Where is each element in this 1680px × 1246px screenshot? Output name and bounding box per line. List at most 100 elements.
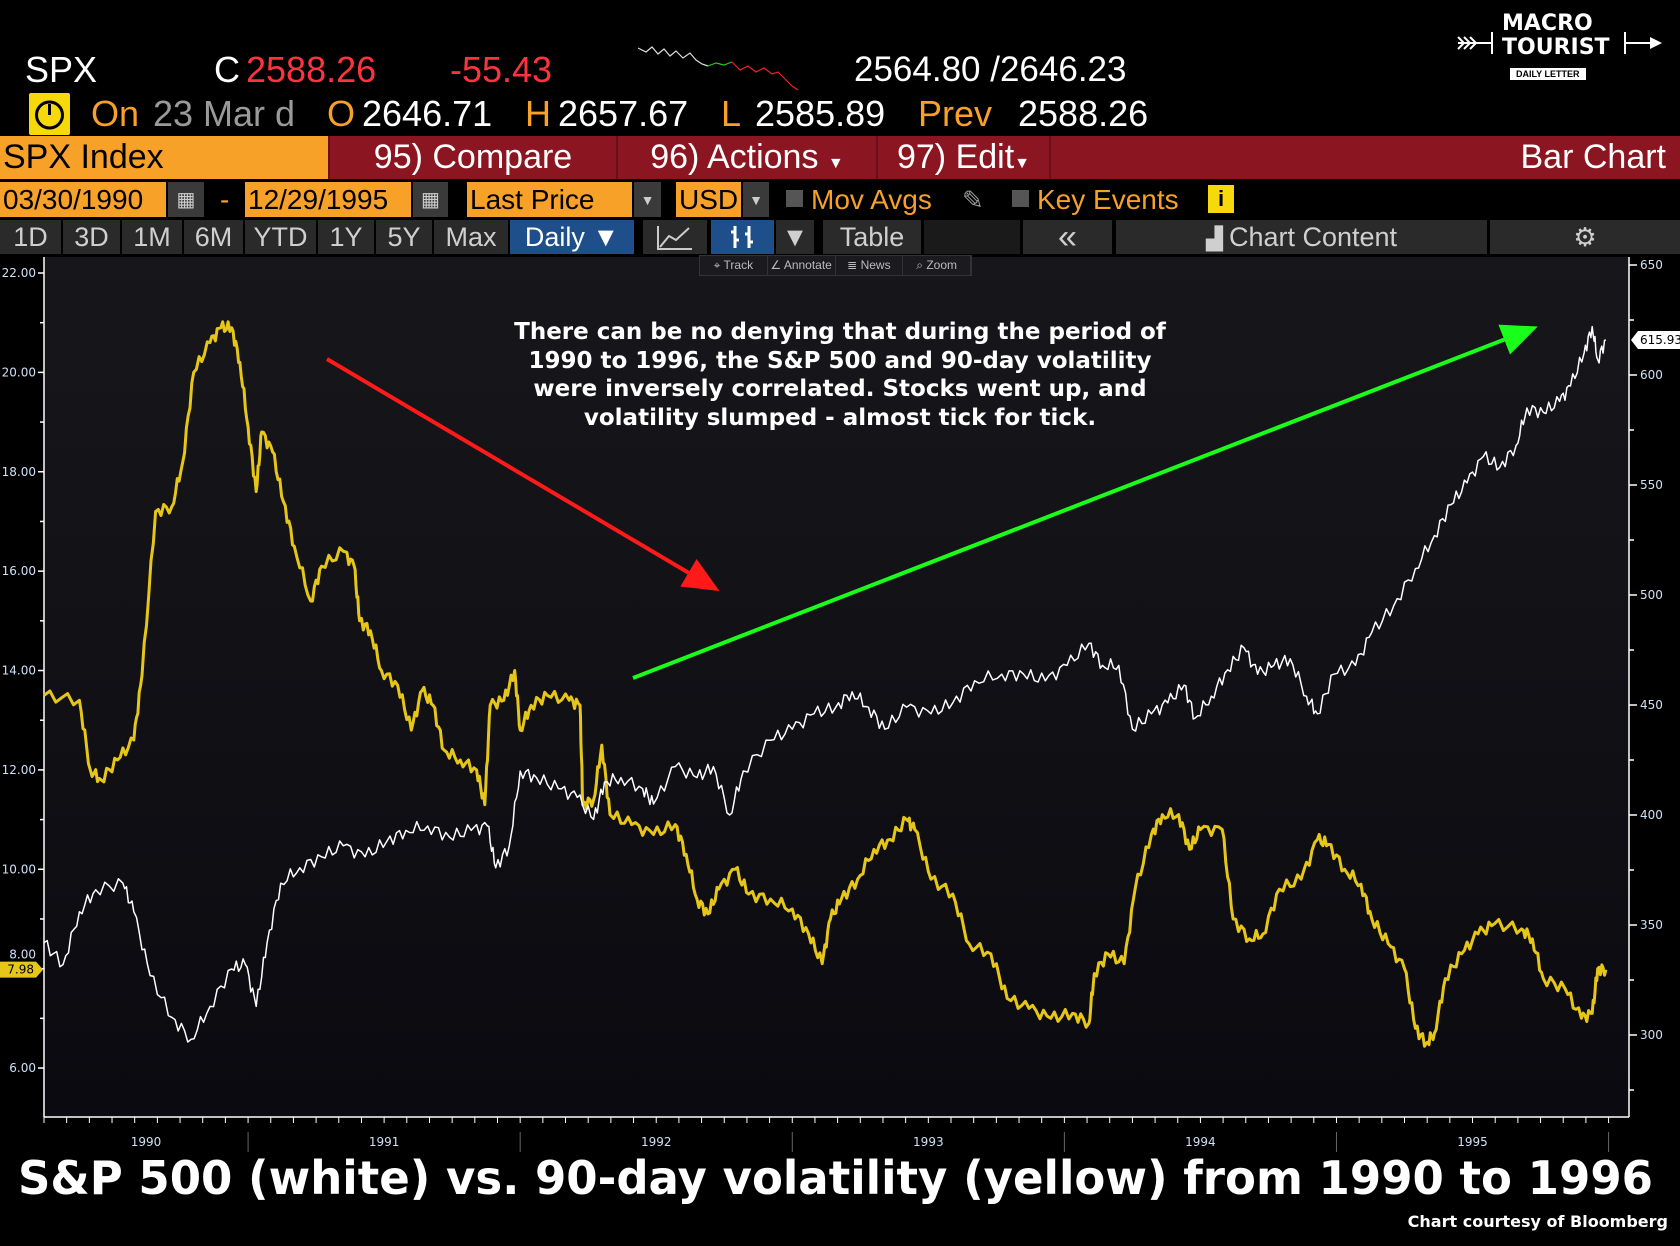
macro-tourist-logo: MACRO TOURIST DAILY LETTER xyxy=(1450,10,1670,90)
right-last-value: 615.93 xyxy=(1640,333,1680,347)
period-1m[interactable]: 1M xyxy=(122,220,182,254)
chart-annotation: There can be no denying that during the … xyxy=(514,319,1166,431)
left-last-value-tag xyxy=(0,961,43,978)
x-axis-label: 1995 xyxy=(1457,1135,1488,1149)
field-select[interactable]: Last Price xyxy=(467,182,632,217)
close-prefix: C xyxy=(214,49,240,90)
volatility-line xyxy=(43,320,1608,1048)
left-axis-label: 12.00 xyxy=(2,763,36,777)
day-range: 2564.80 /2646.23 xyxy=(854,50,1127,89)
high-value: 2657.67 xyxy=(558,93,689,134)
left-axis-label: 6.00 xyxy=(9,1061,36,1075)
right-axis-label: 650 xyxy=(1640,258,1663,272)
security-field[interactable]: SPX Index xyxy=(0,136,330,179)
red-down-arrow xyxy=(325,357,720,592)
date-separator: - xyxy=(220,184,230,215)
menu-bar: SPX Index 95) Compare 96) Actions ▼ 97) … xyxy=(0,136,1680,179)
right-axis-label: 450 xyxy=(1640,698,1663,712)
prev-label: Prev xyxy=(918,93,993,134)
chart-style-dropdown[interactable]: ▼ xyxy=(776,220,814,254)
x-axis-label: 1992 xyxy=(641,1135,672,1149)
chart-mini-toolbar: ⌖ Track ∠ Annotate ≣ News ⌕ Zoom xyxy=(699,255,972,276)
currency-dropdown-arrow-icon[interactable]: ▼ xyxy=(743,182,769,217)
period-5y[interactable]: 5Y xyxy=(376,220,432,254)
quote-date: 23 Mar d xyxy=(153,93,296,134)
low-value: 2585.89 xyxy=(755,93,886,134)
key-events-checkbox[interactable] xyxy=(1012,190,1029,207)
actions-label: 96) Actions xyxy=(650,138,819,176)
line-chart-icon[interactable] xyxy=(643,220,707,254)
right-axis-label: 300 xyxy=(1640,1028,1663,1042)
news-label: News xyxy=(860,258,891,272)
track-label: Track xyxy=(723,258,754,272)
left-axis-label: 10.00 xyxy=(2,862,36,876)
period-6m[interactable]: 6M xyxy=(184,220,243,254)
ticker: SPX xyxy=(25,49,98,90)
x-axis-label: 1991 xyxy=(369,1135,400,1149)
end-date-input[interactable]: 12/29/1995 xyxy=(245,182,411,217)
left-axis-label: 22.00 xyxy=(2,266,36,280)
green-up-arrow xyxy=(632,324,1538,680)
left-axis-label: 14.00 xyxy=(2,664,36,678)
table-button[interactable]: Table xyxy=(823,220,921,254)
calendar-icon[interactable]: ▦ xyxy=(168,182,204,217)
chart-type-label: Bar Chart xyxy=(1520,138,1667,176)
period-1d[interactable]: 1D xyxy=(0,220,61,254)
toolbar-spacer xyxy=(924,220,1020,254)
currency-select[interactable]: USD xyxy=(676,182,741,217)
open-value: 2646.71 xyxy=(362,93,493,134)
left-axis-label: 20.00 xyxy=(2,365,36,379)
left-axis-label: 8.00 xyxy=(9,948,36,962)
pencil-icon[interactable]: ✎ xyxy=(962,185,984,215)
period-ytd[interactable]: YTD xyxy=(245,220,316,254)
logo-tagline: DAILY LETTER xyxy=(1510,68,1586,80)
left-axis-label: 18.00 xyxy=(2,465,36,479)
spx-line xyxy=(43,325,1607,1043)
prev-value: 2588.26 xyxy=(1018,93,1149,134)
right-axis-label: 400 xyxy=(1640,808,1663,822)
x-axis-label: 1994 xyxy=(1185,1135,1216,1149)
chart-content-button[interactable]: ▟ Chart Content xyxy=(1116,220,1487,254)
track-tool[interactable]: ⌖ Track xyxy=(700,256,768,275)
chevron-down-icon: ▼ xyxy=(827,155,844,172)
gear-icon[interactable]: ⚙ xyxy=(1490,220,1680,254)
chart-credit: Chart courtesy of Bloomberg xyxy=(1407,1212,1668,1231)
mov-avgs-label: Mov Avgs xyxy=(811,184,932,215)
gauge-icon[interactable] xyxy=(29,93,70,135)
compare-button[interactable]: 95) Compare xyxy=(330,136,618,179)
bar-chart-icon[interactable] xyxy=(711,220,774,254)
annotate-tool[interactable]: ∠ Annotate xyxy=(768,256,836,275)
right-axis-label: 550 xyxy=(1640,478,1663,492)
right-axis-label: 600 xyxy=(1640,368,1663,382)
key-events-label: Key Events xyxy=(1037,184,1179,215)
period-max[interactable]: Max xyxy=(434,220,508,254)
edit-label: 97) Edit xyxy=(896,138,1015,176)
actions-menu[interactable]: 96) Actions ▼ xyxy=(618,136,878,179)
period-3d[interactable]: 3D xyxy=(63,220,120,254)
on-label: On xyxy=(91,93,140,134)
zoom-tool[interactable]: ⌕ Zoom xyxy=(903,256,971,275)
info-icon[interactable]: i xyxy=(1208,185,1234,213)
edit-menu[interactable]: 97) Edit▼ xyxy=(878,136,1051,179)
field-dropdown-arrow-icon[interactable]: ▼ xyxy=(634,182,661,217)
chart-content-icon: ▟ xyxy=(1205,226,1229,251)
calendar-icon[interactable]: ▦ xyxy=(413,182,448,217)
frequency-select[interactable]: Daily ▼ xyxy=(510,220,634,254)
intraday-sparkline xyxy=(638,46,799,91)
right-axis-label: 500 xyxy=(1640,588,1663,602)
plot-area[interactable] xyxy=(44,257,1629,1117)
left-last-value: 7.98 xyxy=(7,963,34,977)
period-1y[interactable]: 1Y xyxy=(318,220,374,254)
logo-line2: TOURIST xyxy=(1502,35,1610,60)
news-tool[interactable]: ≣ News xyxy=(836,256,904,275)
logo-line1: MACRO xyxy=(1502,11,1593,36)
chart-content-label: Chart Content xyxy=(1228,222,1398,252)
high-label: H xyxy=(525,93,551,134)
collapse-icon[interactable]: « xyxy=(1023,220,1112,254)
mov-avgs-checkbox[interactable] xyxy=(786,190,803,207)
start-date-input[interactable]: 03/30/1990 xyxy=(0,182,166,217)
x-axis-label: 1990 xyxy=(131,1135,162,1149)
chevron-down-icon: ▼ xyxy=(1014,155,1031,172)
open-label: O xyxy=(327,93,356,134)
